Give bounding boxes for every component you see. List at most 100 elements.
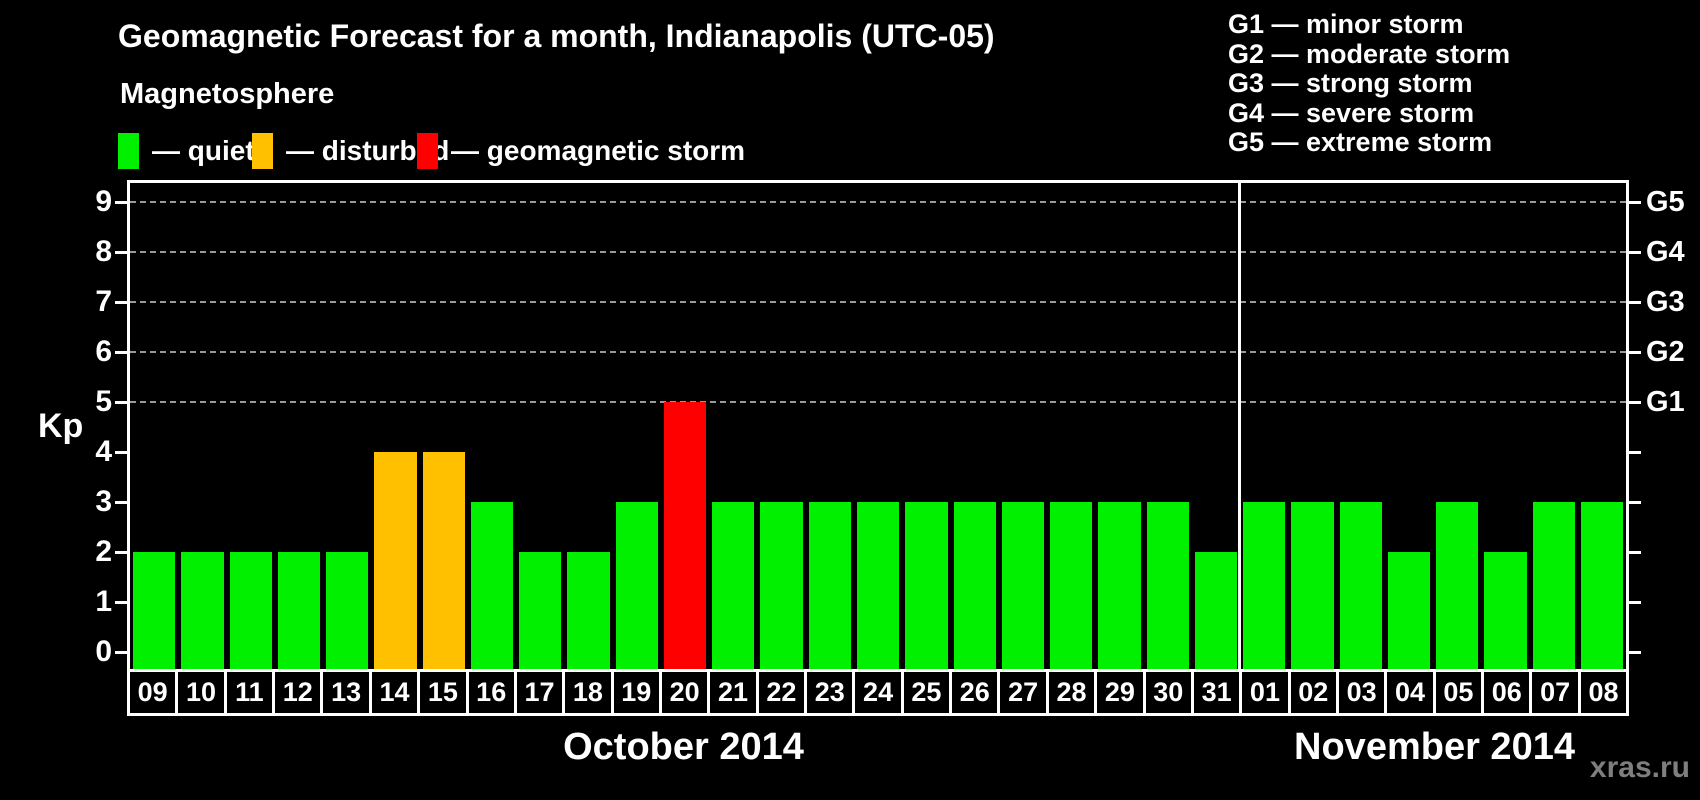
kp-bar-day-23 — [808, 502, 851, 669]
kp-bar-day-05 — [1436, 502, 1479, 669]
kp-bar-day-26 — [953, 502, 996, 669]
left-axis-tick — [115, 251, 130, 254]
left-axis-tick — [115, 301, 130, 304]
bar-cell-24 — [854, 183, 902, 669]
day-label-07: 07 — [1529, 672, 1577, 713]
legend-item-storm: — geomagnetic storm — [417, 132, 745, 169]
kp-axis-label: Kp — [38, 407, 84, 445]
kp-bar-day-08 — [1580, 502, 1624, 669]
right-axis-tick — [1626, 351, 1641, 354]
g-scale-label-g1: G1 — [1646, 386, 1685, 418]
left-axis-tick — [115, 451, 130, 454]
g-scale-label-g3: G3 — [1646, 286, 1685, 318]
disturbed-color-swatch-icon — [252, 132, 273, 169]
right-axis-tick — [1626, 301, 1641, 304]
kp-tick-label: 8 — [95, 235, 112, 268]
right-axis-tick — [1626, 651, 1641, 654]
legend-label-storm: — geomagnetic storm — [451, 134, 746, 166]
storm-scale-g3: G3 — strong storm — [1228, 68, 1473, 98]
bar-cell-16 — [468, 183, 516, 669]
left-axis-tick — [115, 551, 130, 554]
gridline-kp8 — [130, 251, 1626, 253]
kp-bar-day-04 — [1387, 552, 1431, 669]
day-label-06: 06 — [1481, 672, 1529, 713]
kp-bar-day-11 — [229, 552, 272, 669]
bar-cell-02 — [1288, 183, 1336, 669]
bar-cell-08 — [1578, 183, 1626, 669]
day-label-31: 31 — [1190, 672, 1239, 713]
day-label-18: 18 — [562, 672, 610, 713]
day-label-17: 17 — [513, 672, 562, 713]
plot-area — [127, 180, 1629, 669]
kp-bar-day-22 — [760, 502, 803, 669]
kp-tick-label: 6 — [95, 335, 112, 368]
day-label-08: 08 — [1577, 672, 1626, 713]
day-label-25: 25 — [900, 672, 949, 713]
right-axis-tick — [1626, 451, 1641, 454]
kp-bar-day-07 — [1532, 502, 1575, 669]
storm-scale-g2: G2 — moderate storm — [1228, 38, 1511, 69]
right-axis-tick — [1626, 201, 1641, 204]
bar-cell-30 — [1144, 183, 1192, 669]
month-label-november: November 2014 — [1294, 726, 1575, 768]
day-label-19: 19 — [610, 672, 659, 713]
kp-tick-label: 5 — [95, 385, 112, 418]
bar-cell-31 — [1192, 183, 1240, 669]
legend-item-quiet: — quiet — [118, 132, 255, 169]
kp-tick-label: 7 — [95, 285, 112, 318]
bar-cell-20 — [661, 183, 709, 669]
kp-tick-label: 3 — [95, 485, 112, 518]
kp-bar-day-01 — [1243, 502, 1286, 669]
kp-bar-day-16 — [470, 502, 514, 669]
g-scale-label-g2: G2 — [1646, 336, 1685, 368]
right-axis-tick — [1626, 501, 1641, 504]
storm-scale-g1: G1 — minor storm — [1228, 9, 1464, 39]
bar-cell-13 — [323, 183, 371, 669]
quiet-color-swatch-icon — [118, 132, 139, 169]
storm-scale-g5: G5 — extreme storm — [1228, 127, 1493, 157]
day-label-11: 11 — [223, 672, 272, 713]
gridline-kp5 — [130, 401, 1626, 403]
bar-cell-25 — [902, 183, 950, 669]
day-label-01: 01 — [1239, 672, 1287, 713]
day-label-10: 10 — [175, 672, 223, 713]
day-label-20: 20 — [658, 672, 707, 713]
bar-cell-27 — [999, 183, 1047, 669]
day-label-28: 28 — [1045, 672, 1094, 713]
day-label-14: 14 — [368, 672, 417, 713]
storm-scale-legend: G1 — minor storm G2 — moderate storm G3 … — [1228, 9, 1511, 158]
bar-cell-01 — [1240, 183, 1288, 669]
kp-tick-label: 9 — [95, 185, 112, 218]
kp-bar-day-25 — [905, 502, 948, 669]
right-axis-tick — [1626, 601, 1641, 604]
kp-bar-day-10 — [181, 552, 224, 669]
kp-tick-label: 2 — [95, 535, 112, 568]
bar-cell-28 — [1047, 183, 1095, 669]
right-axis-tick — [1626, 401, 1641, 404]
kp-bar-day-03 — [1339, 502, 1382, 669]
storm-scale-g4: G4 — severe storm — [1228, 97, 1475, 128]
bar-cell-23 — [806, 183, 854, 669]
kp-bar-day-14 — [374, 452, 417, 669]
chart-title: Geomagnetic Forecast for a month, Indian… — [118, 18, 995, 54]
bar-cell-03 — [1337, 183, 1385, 669]
left-axis-tick — [115, 601, 130, 604]
left-axis-tick — [115, 651, 130, 654]
kp-bar-day-09 — [133, 552, 176, 669]
day-label-05: 05 — [1432, 672, 1481, 713]
day-label-16: 16 — [465, 672, 514, 713]
magnetosphere-legend-heading: Magnetosphere — [120, 78, 335, 110]
bar-cell-18 — [564, 183, 612, 669]
bar-cell-29 — [1095, 183, 1143, 669]
site-watermark: xras.ru — [1589, 751, 1690, 784]
day-label-21: 21 — [707, 672, 755, 713]
kp-tick-label: 4 — [95, 435, 112, 468]
left-axis-tick — [115, 201, 130, 204]
day-label-03: 03 — [1335, 672, 1384, 713]
kp-tick-label: 1 — [95, 585, 112, 618]
left-axis-tick — [115, 351, 130, 354]
kp-bar-day-31 — [1194, 552, 1238, 669]
bars-container — [130, 183, 1626, 669]
day-label-23: 23 — [804, 672, 852, 713]
